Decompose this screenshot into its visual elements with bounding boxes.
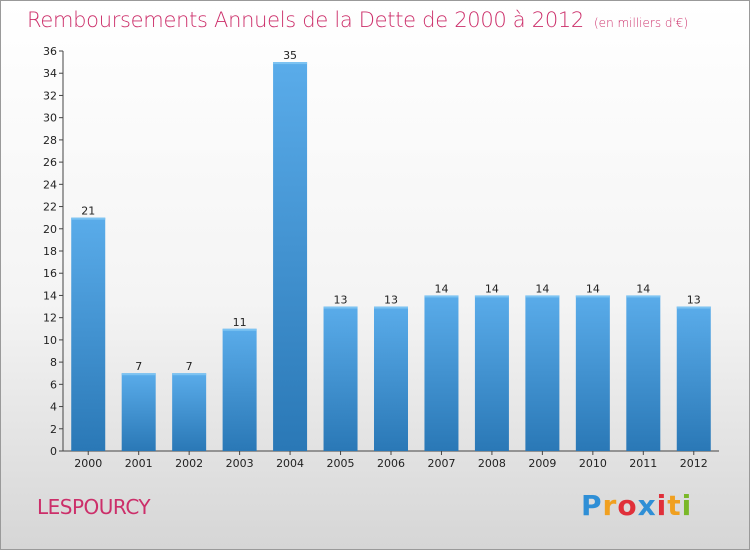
y-tick-label: 24 xyxy=(43,178,57,191)
x-tick-label-2001: 2001 xyxy=(125,457,153,470)
bar-top-highlight xyxy=(273,62,308,65)
bar-top-highlight xyxy=(71,217,106,220)
bar-2010 xyxy=(575,295,610,451)
y-tick-label: 36 xyxy=(43,45,57,58)
y-tick-label: 32 xyxy=(43,89,57,102)
bar-top-highlight xyxy=(525,295,560,298)
y-tick-label: 0 xyxy=(50,445,57,458)
y-tick-label: 16 xyxy=(43,267,57,280)
logo-letter: i xyxy=(681,489,693,522)
bar-top-highlight xyxy=(222,328,257,331)
x-tick-label-2006: 2006 xyxy=(377,457,405,470)
logo-letter: t xyxy=(667,489,682,522)
logo-letter: x xyxy=(637,489,657,522)
y-tick-label: 8 xyxy=(50,356,57,369)
y-tick-label: 30 xyxy=(43,112,57,125)
commune-name: LESPOURCY xyxy=(37,495,151,519)
logo-letter: P xyxy=(581,489,603,522)
bar-2005 xyxy=(323,306,358,451)
data-label-2009: 14 xyxy=(535,282,549,295)
x-tick-label-2011: 2011 xyxy=(629,457,657,470)
chart-subtitle: (en milliers d'€) xyxy=(594,16,689,30)
proxiti-logo: Proxiti xyxy=(581,489,692,522)
logo-letter: o xyxy=(617,489,638,522)
bar-2008 xyxy=(474,295,509,451)
x-tick-label-2003: 2003 xyxy=(226,457,254,470)
x-tick-label-2004: 2004 xyxy=(276,457,304,470)
y-tick-label: 12 xyxy=(43,312,57,325)
y-tick-label: 18 xyxy=(43,245,57,258)
bar-top-highlight xyxy=(626,295,661,298)
bar-2006 xyxy=(374,306,408,451)
data-label-2002: 7 xyxy=(186,360,193,373)
x-tick-label-2009: 2009 xyxy=(528,457,556,470)
data-label-2001: 7 xyxy=(135,360,142,373)
y-tick-label: 14 xyxy=(43,289,57,302)
bar-2007 xyxy=(424,295,459,451)
bar-2000 xyxy=(71,217,106,451)
bar-top-highlight xyxy=(474,295,509,298)
y-tick-label: 10 xyxy=(43,334,57,347)
y-tick-label: 2 xyxy=(50,423,57,436)
x-tick-label-2000: 2000 xyxy=(74,457,102,470)
x-tick-label-2010: 2010 xyxy=(579,457,607,470)
bar-top-highlight xyxy=(676,306,711,309)
bar-2009 xyxy=(525,295,560,451)
chart-title: Remboursements Annuels de la Dette de 20… xyxy=(27,8,688,32)
y-tick-label: 6 xyxy=(50,378,57,391)
x-tick-label-2007: 2007 xyxy=(427,457,455,470)
x-tick-label-2008: 2008 xyxy=(478,457,506,470)
chart-title-text: Remboursements Annuels de la Dette de 20… xyxy=(27,8,584,32)
data-label-2008: 14 xyxy=(485,282,499,295)
data-label-2003: 11 xyxy=(233,316,247,329)
bar-top-highlight xyxy=(575,295,610,298)
y-tick-label: 28 xyxy=(43,134,57,147)
data-label-2010: 14 xyxy=(586,282,600,295)
data-label-2004: 35 xyxy=(283,49,297,62)
bar-2003 xyxy=(222,328,257,451)
bar-2002 xyxy=(172,373,207,451)
data-label-2011: 14 xyxy=(636,282,650,295)
bar-top-highlight xyxy=(121,373,156,376)
bar-2011 xyxy=(626,295,661,451)
y-tick-label: 34 xyxy=(43,67,57,80)
logo-letter: i xyxy=(656,489,668,522)
bar-top-highlight xyxy=(424,295,459,298)
data-label-2005: 13 xyxy=(334,294,348,307)
x-tick-label-2002: 2002 xyxy=(175,457,203,470)
x-tick-label-2005: 2005 xyxy=(327,457,355,470)
bar-top-highlight xyxy=(172,373,207,376)
y-tick-label: 4 xyxy=(50,401,57,414)
y-tick-label: 26 xyxy=(43,156,57,169)
y-tick-label: 22 xyxy=(43,201,57,214)
bar-2004 xyxy=(273,62,308,451)
bar-top-highlight xyxy=(374,306,408,309)
bar-2001 xyxy=(121,373,156,451)
data-label-2012: 13 xyxy=(687,294,701,307)
y-tick-label: 20 xyxy=(43,223,57,236)
data-label-2007: 14 xyxy=(434,282,448,295)
logo-letter: r xyxy=(602,489,618,522)
bar-top-highlight xyxy=(323,306,358,309)
data-label-2000: 21 xyxy=(81,205,95,218)
x-tick-label-2012: 2012 xyxy=(680,457,708,470)
data-label-2006: 13 xyxy=(384,294,398,307)
bar-2012 xyxy=(676,306,711,451)
